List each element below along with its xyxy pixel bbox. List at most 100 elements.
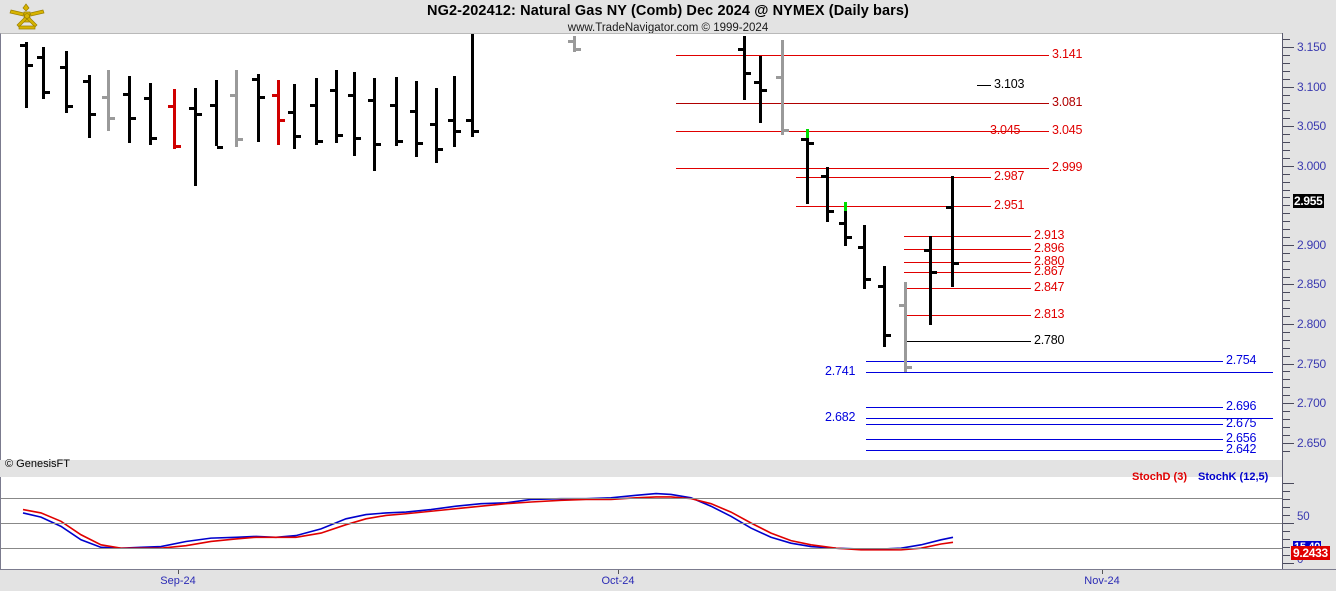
ohlc-bar[interactable] [235,70,238,148]
ohlc-bar[interactable] [25,41,28,108]
ohlc-bar[interactable] [743,36,746,100]
ohlc-bar[interactable] [107,70,110,132]
price-axis-minor-tick [1283,418,1290,420]
bar-highlight-marker [806,128,809,138]
price-axis[interactable]: 3.150 3.100 3.050 3.000 2.900 2.850 2.800 2.750… [1282,33,1336,569]
price-axis-minor-tick [1283,363,1290,365]
date-axis[interactable]: Sep-24 Oct-24 Nov-24 [0,569,1336,591]
price-level-label: 2.780 [1034,332,1065,347]
ohlc-bar[interactable] [929,236,932,325]
price-level-line[interactable] [866,449,1223,451]
price-level-line[interactable] [977,131,1049,133]
price-axis-minor-tick [1283,434,1290,436]
ohlc-bar[interactable] [88,75,91,138]
price-level-line[interactable] [904,235,1031,237]
price-chart-pane[interactable] [0,33,1282,460]
price-axis-minor-tick [1283,410,1290,412]
bar-close-tick [906,366,912,370]
ohlc-bar[interactable] [883,265,886,348]
ohlc-bar[interactable] [781,40,784,136]
price-axis-minor-tick [1283,39,1290,41]
ohlc-bar[interactable] [335,70,338,144]
genesis-watermark: © GenesisFT [5,458,70,470]
ohlc-bar[interactable] [395,76,398,147]
date-axis-tick [1102,570,1103,574]
price-level-line[interactable] [676,167,1049,169]
price-level-line[interactable] [866,423,1223,425]
ohlc-bar[interactable] [194,87,197,186]
ohlc-bar[interactable] [42,46,45,99]
ohlc-bar[interactable] [173,89,176,150]
ohlc-bar[interactable] [863,225,866,290]
ohlc-bar[interactable] [951,176,954,288]
price-axis-minor-tick [1283,339,1290,341]
ohlc-bar[interactable] [844,202,847,246]
price-level-label: 2.675 [1226,415,1257,430]
price-level-line[interactable] [904,314,1031,316]
price-level-line[interactable] [866,361,1223,363]
ohlc-bar[interactable] [149,83,152,145]
bar-close-tick [151,136,157,140]
ohlc-bar[interactable] [471,34,474,137]
ohlc-bar[interactable] [573,36,576,53]
price-level-line[interactable] [676,131,1049,133]
price-level-line[interactable] [904,340,1031,342]
ohlc-bar[interactable] [353,71,356,156]
price-level-line[interactable] [866,438,1223,440]
bar-close-tick [783,128,789,132]
ohlc-bar[interactable] [415,81,418,158]
price-axis-minor-tick [1283,55,1290,57]
price-level-line[interactable] [676,55,1049,57]
ohlc-bar[interactable] [806,128,809,204]
bar-close-tick [885,334,891,338]
indicator-curves [22,492,954,551]
price-level-label: 2.754 [1226,353,1257,368]
price-level-line[interactable] [866,371,1273,373]
ohlc-bar[interactable] [904,281,907,373]
bar-close-tick [865,277,871,281]
stochastic-indicator-pane[interactable] [0,477,1282,569]
price-level-line[interactable] [866,407,1223,409]
bar-close-tick [931,271,937,275]
ohlc-bar[interactable] [453,75,456,148]
ohlc-bar[interactable] [759,56,762,124]
indicator-axis-tick [1283,563,1294,564]
bar-open-tick [230,94,236,98]
bar-close-tick [196,113,202,117]
price-level-line[interactable] [676,102,1049,104]
price-level-line[interactable] [904,249,1031,251]
bar-open-tick [390,103,396,107]
ohlc-bar[interactable] [315,78,318,145]
price-axis-minor-tick [1283,150,1290,152]
ohlc-bar[interactable] [435,87,438,163]
price-level-line[interactable] [796,205,991,207]
price-level-label: 3.081 [1052,94,1083,109]
price-level-line[interactable] [977,85,991,87]
ohlc-bar[interactable] [277,79,280,145]
indicator-axis-tick [1283,499,1290,500]
bar-close-tick [846,236,852,240]
price-level-line[interactable] [904,261,1031,263]
price-level-line[interactable] [904,272,1031,273]
bar-close-tick [828,210,834,214]
ohlc-bar[interactable] [128,75,131,144]
ohlc-bar[interactable] [373,78,376,171]
price-level-line[interactable] [866,418,1273,420]
price-axis-minor-tick [1283,213,1290,215]
ohlc-bar[interactable] [65,51,68,114]
indicator-legend-item[interactable]: StochK (12,5) [1198,471,1269,483]
price-level-line[interactable] [796,177,991,179]
ohlc-bar[interactable] [826,166,829,223]
indicator-legend-item[interactable]: StochD (3) [1132,471,1187,483]
chart-header: NG2-202412: Natural Gas NY (Comb) Dec 20… [0,0,1336,34]
price-axis-minor-tick [1283,134,1290,136]
date-axis-tick [178,570,179,574]
price-level-line[interactable] [904,287,1031,289]
price-level-label: 3.103 [994,77,1025,92]
indicator-scale-0: 0 [1297,554,1304,566]
price-axis-label: 3.000 [1297,158,1327,173]
ohlc-bar[interactable] [293,83,296,150]
ohlc-bar[interactable] [257,73,260,143]
ohlc-bar[interactable] [215,79,218,147]
date-axis-label: Oct-24 [601,575,635,587]
